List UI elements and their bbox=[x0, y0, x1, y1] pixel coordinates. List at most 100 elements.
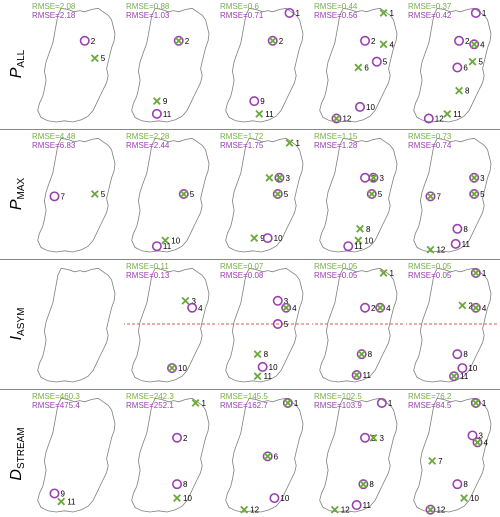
marker-cross-5: 5 bbox=[468, 58, 483, 67]
catchment-outline bbox=[131, 397, 210, 513]
row-label-text: DSTREAM bbox=[8, 427, 27, 480]
rmse-calibration: RMSE=0.37 bbox=[408, 2, 452, 11]
rmse-block: RMSE=4.48 RMSE=6.83 bbox=[32, 132, 75, 150]
circle-marker bbox=[470, 267, 481, 278]
rmse-calibration: RMSE=0.11 bbox=[126, 262, 169, 271]
station-label: 9 bbox=[163, 97, 168, 106]
rmse-validation: RMSE=0.05 bbox=[408, 271, 452, 280]
circle-marker bbox=[173, 35, 184, 46]
circle-marker bbox=[282, 397, 293, 408]
panel-r2-c3: 12 359 10 bbox=[225, 137, 304, 253]
station-label: 8 bbox=[463, 350, 468, 359]
marker-circle-7: 7 bbox=[49, 191, 65, 202]
station-label: 9 bbox=[260, 97, 265, 106]
marker-cross-10: 10 bbox=[161, 236, 181, 245]
rmse-block: RMSE=0.05 RMSE=0.05 bbox=[408, 262, 451, 280]
cross-marker-stroke bbox=[369, 433, 378, 442]
station-label: 5 bbox=[284, 190, 289, 199]
rmse-validation: RMSE=103.9 bbox=[314, 401, 362, 410]
circle-marker bbox=[425, 191, 436, 202]
station-label: 12 bbox=[341, 506, 350, 515]
marker-circle-1: 1 bbox=[470, 7, 487, 18]
circle-marker bbox=[262, 233, 273, 244]
rmse-calibration: RMSE=102.5 bbox=[314, 392, 362, 401]
circle-marker bbox=[351, 370, 362, 381]
catchment-outline bbox=[319, 137, 398, 253]
station-label: 5 bbox=[101, 190, 106, 199]
station-label: 11 bbox=[163, 110, 172, 119]
circle-marker bbox=[172, 432, 183, 443]
marker-circle-8: 8 bbox=[172, 479, 188, 490]
station-label: 12 bbox=[250, 506, 259, 515]
circle-marker bbox=[452, 62, 463, 73]
rmse-block: RMSE=242.3 RMSE=252.1 bbox=[126, 392, 174, 410]
panel-r3-c1 bbox=[37, 267, 116, 383]
cross-marker-stroke bbox=[90, 190, 99, 198]
marker-circle-6: 6 bbox=[452, 62, 468, 73]
marker-circle-3: 3 bbox=[467, 430, 483, 440]
marker-circle-9: 9 bbox=[49, 488, 65, 499]
catchment-outline bbox=[37, 397, 116, 513]
circle-marker bbox=[454, 35, 465, 46]
cross-marker-stroke bbox=[471, 303, 480, 312]
row-label-svg: PMAX bbox=[8, 178, 27, 211]
circle-marker bbox=[284, 7, 295, 18]
row-label-main: P bbox=[8, 199, 25, 210]
station-label: 11 bbox=[363, 371, 372, 380]
cross-marker-stroke bbox=[332, 114, 341, 123]
cross-marker-stroke bbox=[273, 190, 282, 198]
rmse-validation: RMSE=0.74 bbox=[408, 141, 452, 150]
panel-r3-c4: 1 2 4 8 11 bbox=[312, 267, 404, 383]
cross-marker-stroke bbox=[428, 457, 437, 465]
station-label: 11 bbox=[462, 240, 471, 249]
rmse-calibration: RMSE=4.48 bbox=[32, 132, 76, 141]
cross-marker-stroke bbox=[455, 86, 463, 95]
circle-marker bbox=[151, 108, 162, 119]
circle-marker bbox=[49, 191, 60, 202]
marker-both-2: 2 bbox=[173, 35, 190, 46]
catchment-outline bbox=[131, 7, 210, 123]
cross-marker-stroke bbox=[330, 505, 339, 514]
marker-both-8: 8 bbox=[356, 349, 373, 360]
catchment-outline bbox=[131, 137, 210, 253]
cross-marker-stroke bbox=[426, 505, 435, 514]
marker-both-1: 1 bbox=[470, 397, 487, 408]
marker-both-4: 4 bbox=[470, 302, 487, 313]
station-label: 6 bbox=[463, 63, 468, 72]
station-label: 4 bbox=[386, 304, 391, 313]
cross-marker-stroke bbox=[253, 350, 262, 359]
station-label: 5 bbox=[480, 190, 485, 199]
marker-both-10: 10 bbox=[166, 363, 187, 373]
rmse-block: RMSE=0.37 RMSE=0.42 bbox=[408, 2, 451, 20]
cross-marker-stroke bbox=[168, 364, 176, 373]
marker-circle-10: 10 bbox=[262, 233, 283, 244]
circle-marker bbox=[452, 479, 463, 490]
station-label: 2 bbox=[371, 304, 376, 313]
marker-cross-2: 2 bbox=[458, 301, 473, 310]
marker-cross-12: 12 bbox=[426, 246, 446, 255]
station-label: 2 bbox=[465, 37, 470, 46]
marker-cross-5: 5 bbox=[90, 54, 106, 63]
marker-circle-2: 2 bbox=[172, 432, 188, 443]
station-label: 11 bbox=[264, 372, 273, 381]
station-label: 5 bbox=[190, 190, 195, 199]
cross-marker-stroke bbox=[250, 234, 259, 243]
marker-circle-12: 12 bbox=[423, 113, 444, 124]
marker-circle-8: 8 bbox=[452, 223, 468, 234]
marker-both-4: 4 bbox=[469, 39, 485, 49]
station-label: 7 bbox=[436, 192, 441, 201]
circle-marker bbox=[448, 371, 459, 382]
marker-circle-2: 2 bbox=[360, 35, 376, 46]
station-label: 3 bbox=[478, 431, 483, 440]
rmse-validation: RMSE=6.83 bbox=[32, 141, 76, 150]
marker-both-4: 4 bbox=[472, 437, 489, 448]
circle-marker bbox=[470, 302, 481, 313]
circle-marker bbox=[49, 488, 60, 499]
circle-marker bbox=[356, 349, 367, 360]
row-label-stream: DSTREAM bbox=[2, 392, 28, 516]
panel-r4-c4: 12381112 bbox=[319, 397, 398, 515]
circle-marker bbox=[187, 302, 198, 313]
station-label: 3 bbox=[379, 434, 384, 443]
